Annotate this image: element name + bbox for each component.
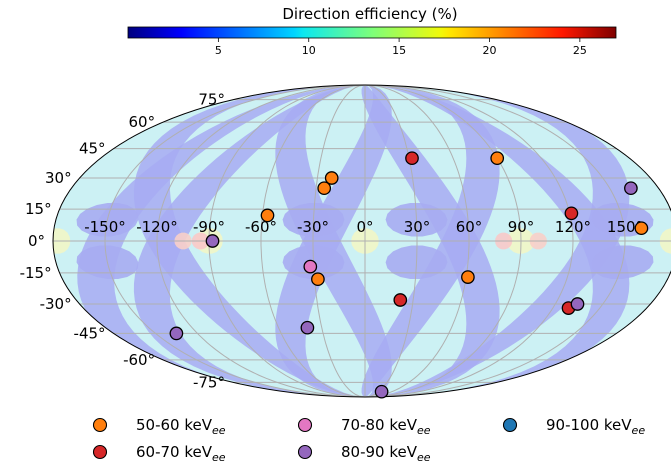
data-point [393, 293, 408, 307]
data-point [634, 221, 649, 236]
data-point [490, 151, 505, 166]
longitude-label: 30° [404, 218, 431, 236]
longitude-label: 60° [456, 218, 483, 236]
data-point [624, 181, 638, 196]
latitude-label: 60° [129, 113, 156, 131]
latitude-label: -15° [20, 264, 52, 282]
legend-label: 50-60 keVee [136, 416, 226, 437]
longitude-gridline [364, 85, 470, 397]
map-outline [52, 84, 671, 398]
data-point [405, 151, 419, 166]
longitude-gridline [364, 85, 574, 397]
legend-marker [92, 417, 108, 433]
longitude-label: 150° [607, 218, 643, 236]
latitude-label: 75° [198, 91, 225, 109]
colorbar-ticks: 5 10 15 20 25 [215, 38, 587, 57]
legend-marker [92, 444, 108, 460]
map-body [53, 85, 671, 397]
data-point [169, 326, 184, 341]
latitude-label: -60° [123, 351, 155, 369]
data-point [374, 384, 389, 399]
latitude-label: 15° [25, 200, 52, 218]
longitude-label: 120° [555, 218, 591, 236]
latitude-label: -30° [40, 295, 72, 313]
data-point [205, 234, 220, 248]
legend-label-subscript: ee [632, 424, 646, 437]
legend-label-subscript: ee [417, 424, 431, 437]
legend-label-subscript: ee [212, 424, 226, 437]
latitude-label: -45° [74, 324, 106, 342]
data-point [303, 259, 318, 274]
longitude-gridline [104, 85, 366, 397]
legend-label: 70-80 keVee [341, 416, 431, 437]
data-point [564, 206, 579, 221]
data-point [311, 272, 325, 287]
longitude-gridline [260, 85, 366, 397]
colorbar-tick-label: 20 [482, 44, 496, 57]
colorbar-title: Direction efficiency (%) [282, 5, 457, 23]
legend-label: 60-70 keVee [136, 443, 226, 464]
data-point [260, 208, 275, 223]
colorbar-tick-label: 5 [215, 44, 222, 57]
data-point [461, 270, 475, 284]
longitude-label: -60° [245, 218, 277, 236]
longitude-gridline [364, 85, 626, 397]
efficiency-patch [659, 228, 671, 254]
longitude-gridline [156, 85, 366, 397]
latitude-label: 0° [28, 232, 45, 250]
longitude-gridline [364, 85, 418, 397]
legend-label-subscript: ee [417, 451, 431, 464]
data-point [300, 320, 315, 335]
legend: 50-60 keVee 60-70 keVee 70-80 keVee 80-90 k… [92, 416, 645, 464]
colorbar-tick-label: 10 [302, 44, 316, 57]
legend-marker [297, 444, 313, 460]
legend-marker [502, 417, 518, 433]
longitude-labels: -150° -120° -90° -60° -30° 0° 30° 60° 90° 120° 150… [84, 218, 643, 236]
legend-label-subscript: ee [212, 451, 226, 464]
latitude-label: 30° [45, 169, 72, 187]
data-point [570, 297, 585, 311]
longitude-label: 90° [508, 218, 535, 236]
efficiency-band [378, 85, 630, 397]
colorbar-tick-label: 15 [392, 44, 406, 57]
latitude-label: -75° [193, 373, 225, 391]
legend-marker [297, 417, 313, 433]
latitude-label: 45° [79, 140, 106, 158]
longitude-label: -90° [193, 218, 225, 236]
longitude-gridline [364, 85, 522, 397]
longitude-label: -30° [297, 218, 329, 236]
data-points [169, 151, 649, 399]
longitude-label: -150° [84, 218, 126, 236]
efficiency-band [378, 85, 630, 397]
longitude-gridline [312, 85, 366, 397]
longitude-label: 0° [356, 218, 373, 236]
data-point [317, 181, 332, 196]
data-point [324, 171, 339, 185]
legend-label: 90-100 keVee [546, 416, 645, 437]
longitude-label: -120° [136, 218, 178, 236]
latitude-labels: 75° 60° 45° 30° 15° 0° -15° -30°-45° -60° -75° [20, 91, 225, 392]
legend-label: 80-90 keVee [341, 443, 431, 464]
colorbar-tick-label: 25 [573, 44, 587, 57]
colorbar [127, 26, 617, 39]
